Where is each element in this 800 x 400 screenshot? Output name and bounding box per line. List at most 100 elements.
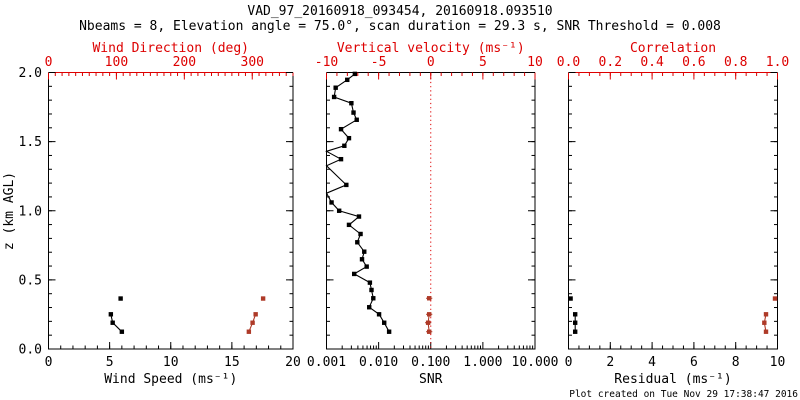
data-point bbox=[572, 329, 578, 334]
x-tick-label: 0 bbox=[45, 355, 53, 370]
x-top-tick-label: 0 bbox=[427, 55, 435, 70]
data-point bbox=[772, 296, 778, 301]
x-top-tick-label: 5 bbox=[479, 55, 487, 70]
data-point bbox=[253, 312, 258, 317]
data-point bbox=[763, 329, 769, 334]
data-point bbox=[354, 117, 359, 122]
x-tick-label: 8 bbox=[732, 355, 740, 370]
data-point bbox=[568, 296, 573, 301]
data-point bbox=[382, 320, 387, 325]
x-top-axis-title: Vertical velocity (ms⁻¹) bbox=[337, 41, 525, 56]
panel-resid: 0 2 4 6 8 10 Residual (ms⁻¹) 0.0 0.2 0.4 0.6 0.8 1.0… bbox=[557, 41, 789, 387]
x-top-tick-label: -5 bbox=[371, 55, 387, 70]
data-point bbox=[108, 312, 114, 317]
x-axis-top-ticks bbox=[48, 72, 294, 80]
x-top-tick-label: 0 bbox=[45, 55, 53, 70]
y-tick-label: 1.5 bbox=[19, 135, 42, 150]
x-tick-label: 10 bbox=[163, 355, 179, 370]
panel-frame bbox=[568, 72, 778, 350]
data-point bbox=[572, 312, 578, 317]
vertical-velocity-series bbox=[425, 296, 433, 334]
x-tick-label: 5 bbox=[106, 355, 114, 370]
x-top-tick-label: 0.8 bbox=[724, 55, 747, 70]
data-point bbox=[364, 264, 369, 269]
x-axis-bottom-ticks bbox=[48, 342, 294, 349]
data-point bbox=[338, 156, 344, 162]
x-tick-label: 10 bbox=[770, 355, 786, 370]
data-point bbox=[118, 296, 123, 301]
x-tick-label: 4 bbox=[648, 355, 656, 370]
x-tick-label: 0 bbox=[565, 355, 573, 370]
x-top-tick-label: 300 bbox=[241, 55, 264, 70]
y-tick-label: 2.0 bbox=[19, 66, 42, 81]
data-point bbox=[336, 208, 342, 213]
panel-frame bbox=[326, 72, 536, 350]
y-tick-label: 0.5 bbox=[19, 273, 42, 288]
y-axis-ticks bbox=[326, 72, 535, 350]
x-tick-label: 0.010 bbox=[359, 355, 398, 370]
y-axis-ticks bbox=[568, 72, 778, 350]
data-point bbox=[342, 143, 347, 148]
data-point bbox=[349, 100, 354, 106]
data-point bbox=[386, 329, 392, 334]
x-top-axis-title: Correlation bbox=[630, 41, 716, 56]
data-point bbox=[367, 305, 372, 310]
x-axis-title: Residual (ms⁻¹) bbox=[614, 372, 731, 387]
data-point bbox=[351, 110, 356, 115]
x-tick-label: 10.000 bbox=[512, 355, 559, 370]
plot-subtitle: Nbeams = 8, Elevation angle = 75.0°, sca… bbox=[79, 19, 721, 34]
data-point bbox=[426, 296, 432, 301]
x-axis-top-ticks bbox=[326, 72, 536, 80]
data-point bbox=[329, 200, 334, 205]
x-tick-label: 6 bbox=[690, 355, 698, 370]
x-tick-label: 1.000 bbox=[463, 355, 502, 370]
data-point bbox=[376, 312, 382, 317]
panel-snr: 0.001 0.010 0.100 1.000 10.000 SNR -10 -5 0 5 10Ve… bbox=[307, 41, 559, 387]
x-top-tick-label: 100 bbox=[105, 55, 128, 70]
data-point bbox=[367, 280, 373, 285]
residual-series bbox=[568, 296, 578, 334]
x-axis-bottom-ticks bbox=[568, 342, 778, 349]
data-point bbox=[260, 296, 266, 301]
data-point bbox=[355, 240, 360, 245]
data-point bbox=[572, 320, 578, 325]
x-top-axis-title: Wind Direction (deg) bbox=[92, 41, 249, 56]
correlation-series bbox=[762, 296, 778, 334]
data-point bbox=[344, 182, 349, 188]
x-axis-title: SNR bbox=[419, 372, 443, 387]
x-axis-top-ticks bbox=[568, 72, 778, 80]
x-tick-label: 15 bbox=[224, 355, 240, 370]
data-point bbox=[762, 320, 767, 325]
x-tick-label: 2 bbox=[606, 355, 614, 370]
panel-frame bbox=[48, 72, 294, 350]
data-point bbox=[250, 320, 255, 325]
data-point bbox=[425, 320, 431, 325]
profile-line bbox=[325, 73, 390, 332]
data-point bbox=[345, 77, 350, 83]
snr-profile-series bbox=[325, 71, 392, 334]
data-point bbox=[369, 287, 374, 293]
y-tick-label: 0.0 bbox=[19, 343, 42, 358]
data-point bbox=[331, 94, 337, 100]
x-top-tick-label: 10 bbox=[527, 55, 543, 70]
x-top-tick-label: 0.0 bbox=[557, 55, 580, 70]
data-point bbox=[359, 257, 365, 262]
x-top-tick-label: 200 bbox=[173, 55, 196, 70]
plot-title: VAD_97_20160918_093454, 20160918.093510 bbox=[247, 4, 552, 19]
x-tick-label: 0.100 bbox=[411, 355, 450, 370]
data-point bbox=[426, 329, 432, 334]
x-axis-title: Wind Speed (ms⁻¹) bbox=[104, 372, 237, 387]
data-point bbox=[362, 249, 367, 254]
data-point bbox=[358, 231, 363, 237]
wind-direction-series bbox=[246, 296, 266, 334]
data-point bbox=[356, 214, 362, 219]
x-top-tick-label: 0.2 bbox=[599, 55, 622, 70]
y-axis-ticks bbox=[48, 72, 293, 350]
data-point bbox=[346, 222, 352, 228]
x-tick-label: 20 bbox=[285, 355, 301, 370]
data-point bbox=[119, 329, 125, 334]
data-point bbox=[246, 329, 252, 334]
